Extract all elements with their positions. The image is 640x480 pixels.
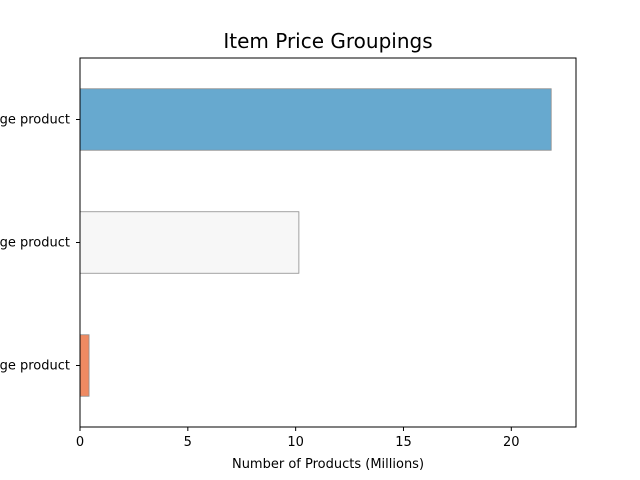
y-tick-label: ge product [0,359,70,374]
plot-frame [79,57,577,428]
y-axis-ticks: ge product ge product ge product [0,113,80,374]
bar-1 [79,88,552,151]
x-tick-label: 15 [395,435,412,450]
y-tick-label: ge product [0,113,70,128]
x-axis-ticks: 0 5 10 15 20 [76,427,520,450]
x-axis-label: Number of Products (Millions) [232,457,424,472]
bar-group [79,88,552,397]
bar-2 [79,211,300,274]
chart-title: Item Price Groupings [223,29,432,53]
x-tick-label: 0 [76,435,84,450]
y-tick-label: ge product [0,236,70,251]
x-tick-label: 20 [503,435,520,450]
x-tick-label: 10 [287,435,304,450]
bar-3 [79,334,90,397]
x-tick-label: 5 [184,435,192,450]
